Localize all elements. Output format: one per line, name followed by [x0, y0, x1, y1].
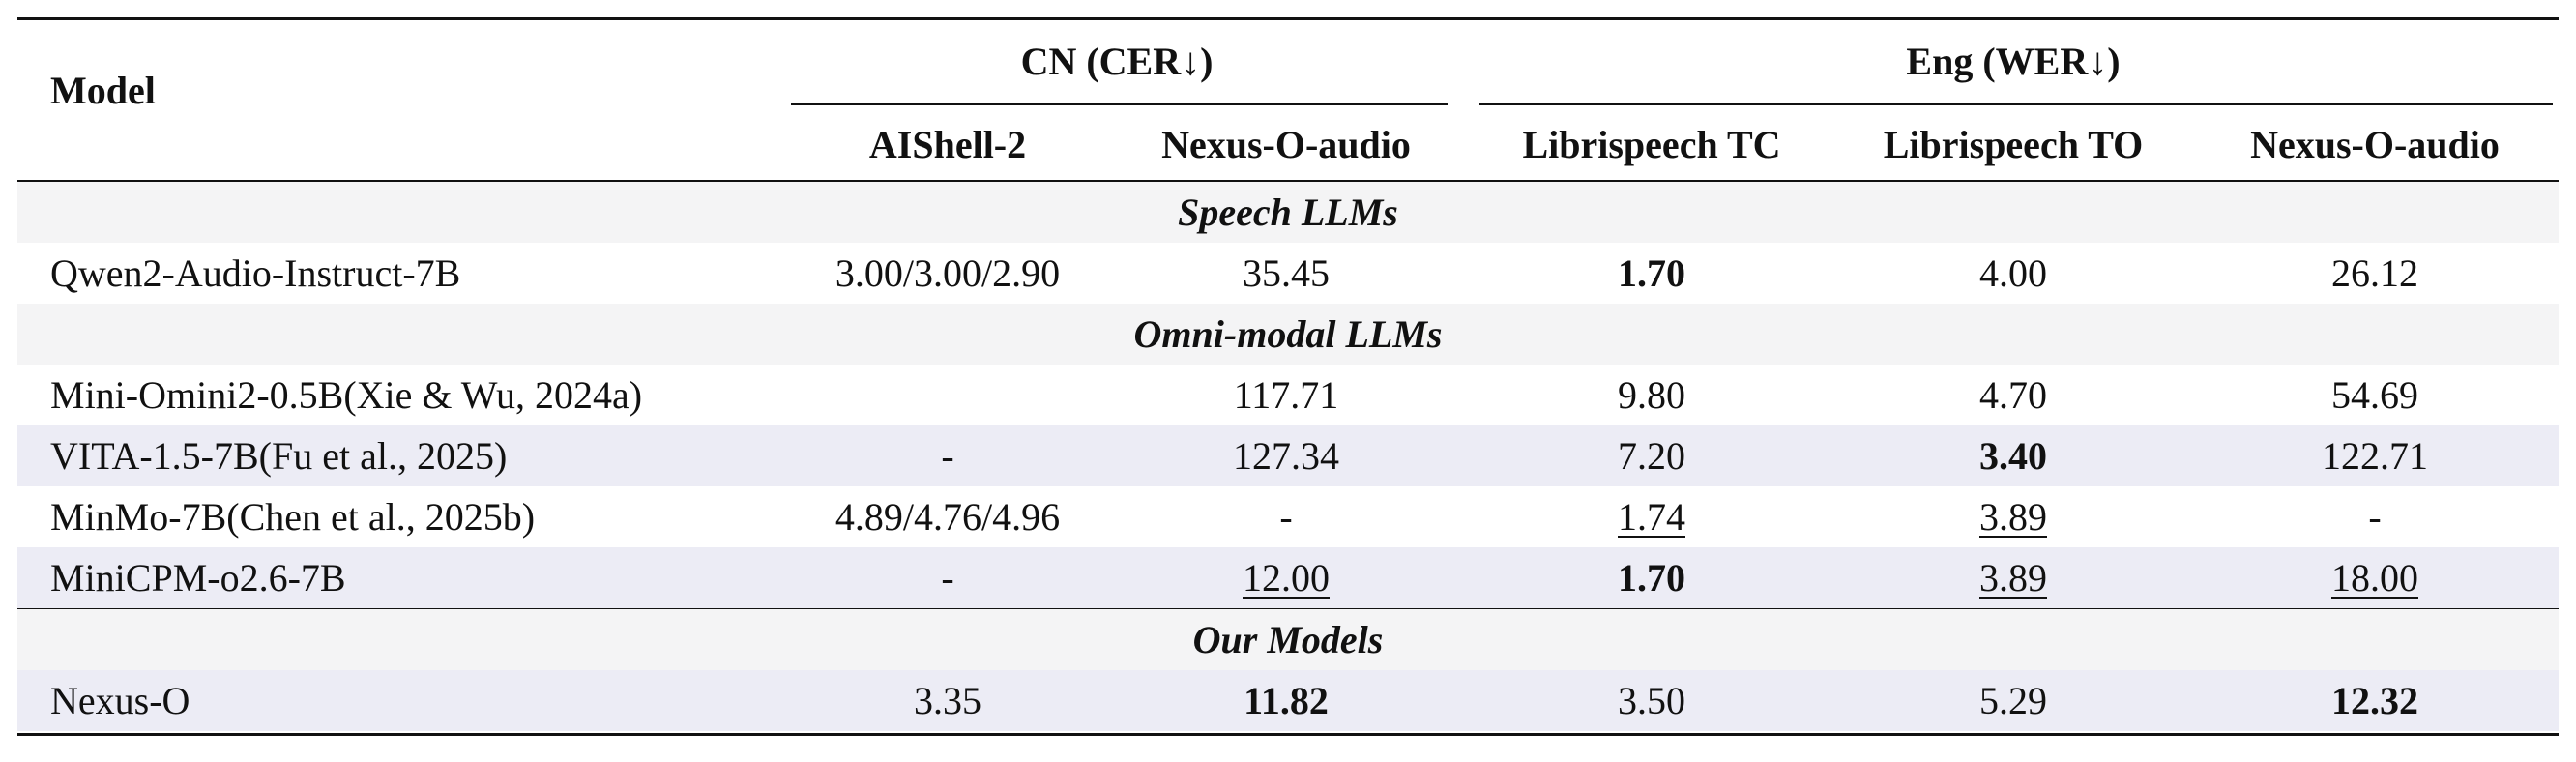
table-cell: 127.34 — [1233, 434, 1339, 478]
table-cell: 117.71 — [1233, 373, 1339, 417]
table-cell: 3.00/3.00/2.90 — [834, 251, 1061, 295]
table-cell: 1.70 — [1618, 251, 1685, 295]
table-cell: 5.29 — [1979, 679, 2047, 722]
group-header: Eng (WER↓) — [1906, 40, 2121, 83]
header-rule — [17, 180, 2559, 182]
table-cell: 1.70 — [1618, 556, 1685, 600]
table-cell: 3.89 — [1979, 495, 2047, 539]
table-cell: - — [941, 434, 954, 478]
table-cell: 12.00 — [1243, 556, 1330, 600]
table-cell: - — [2368, 495, 2382, 539]
column-header: AIShell-2 — [868, 123, 1027, 166]
model-name: MiniCPM-o2.6-7B — [50, 556, 346, 600]
column-header: Librispeech TO — [1883, 123, 2144, 166]
table-cell: - — [1279, 495, 1293, 539]
table-cell: 11.82 — [1244, 679, 1329, 722]
row-band — [17, 425, 2559, 486]
table-cell: 12.32 — [2331, 679, 2418, 722]
table-cell: 122.71 — [2322, 434, 2428, 478]
table-cell: 3.89 — [1979, 556, 2047, 600]
section-band — [17, 304, 2559, 365]
group-rule — [791, 103, 1448, 105]
group-rule — [1479, 103, 2553, 105]
bottom-rule — [17, 733, 2559, 736]
model-name: VITA-1.5-7B(Fu et al., 2025) — [50, 434, 508, 478]
section-rule — [17, 608, 2559, 610]
table-cell: 3.40 — [1979, 434, 2047, 478]
table-cell: 54.69 — [2331, 373, 2418, 417]
table-cell: 3.50 — [1618, 679, 1685, 722]
model-name: Mini-Omini2-0.5B(Xie & Wu, 2024a) — [50, 373, 643, 417]
table-cell: 7.20 — [1618, 434, 1685, 478]
model-name: Nexus-O — [50, 679, 190, 722]
section-title: Speech LLMs — [1178, 190, 1398, 234]
table-cell: 9.80 — [1618, 373, 1685, 417]
column-header: Nexus-O-audio — [1161, 123, 1411, 166]
table-cell: - — [941, 556, 954, 600]
section-band — [17, 182, 2559, 243]
table-cell: 35.45 — [1243, 251, 1330, 295]
row-band — [17, 670, 2559, 731]
table-cell: 26.12 — [2331, 251, 2418, 295]
results-table: Model CN (CER↓) Eng (WER↓) AIShell-2 Nexus-O… — [0, 17, 2576, 745]
column-header: Nexus-O-audio — [2250, 123, 2500, 166]
table-cell: 1.74 — [1618, 495, 1685, 539]
top-rule — [17, 17, 2559, 20]
section-title: Omni-modal LLMs — [1133, 312, 1443, 356]
table-cell: 4.89/4.76/4.96 — [834, 495, 1061, 539]
section-title: Our Models — [1192, 618, 1384, 661]
table-cell: 18.00 — [2331, 556, 2418, 600]
table-cell: 3.35 — [914, 679, 981, 722]
table-cell: 4.00 — [1979, 251, 2047, 295]
model-name: Qwen2-Audio-Instruct-7B — [50, 251, 461, 295]
row-band — [17, 547, 2559, 608]
model-header: Model — [50, 69, 156, 112]
column-header: Librispeech TC — [1522, 123, 1781, 166]
model-name: MinMo-7B(Chen et al., 2025b) — [50, 495, 536, 539]
group-header: CN (CER↓) — [1020, 40, 1214, 83]
table-cell: 4.70 — [1979, 373, 2047, 417]
section-band — [17, 609, 2559, 670]
